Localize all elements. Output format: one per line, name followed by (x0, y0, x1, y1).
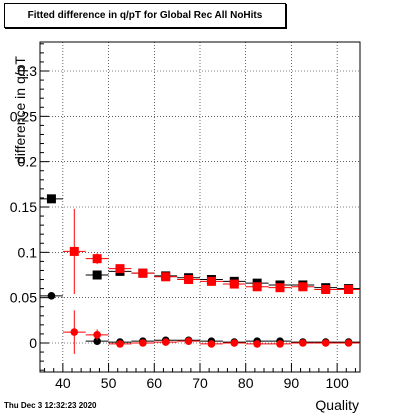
data-point-square (69, 246, 79, 256)
data-point-square (46, 194, 56, 204)
data-point-circle (93, 331, 101, 339)
data-point-square (344, 285, 354, 294)
data-point-circle (253, 340, 261, 348)
x-tick-label: 80 (238, 375, 254, 391)
data-point-square (321, 285, 331, 294)
x-axis-label: Quality (315, 397, 359, 413)
chart-title: Fitted difference in q/pT for Global Rec… (4, 3, 286, 28)
data-point-square (298, 282, 308, 292)
data-point-square (275, 283, 285, 293)
y-tick-label: 0.25 (10, 108, 37, 124)
data-point-square (252, 282, 262, 292)
data-point-square (138, 268, 148, 278)
x-tick-label: 70 (192, 375, 208, 391)
y-tick-label: 0.2 (18, 154, 38, 170)
y-tick-label: 0 (29, 335, 37, 351)
data-point-circle (207, 340, 216, 348)
x-tick-label: 90 (284, 375, 300, 391)
datestamp: Thu Dec 3 12:32:23 2020 (4, 401, 97, 410)
y-tick-label: 0.3 (18, 63, 38, 79)
data-point-square (184, 275, 194, 285)
data-point-circle (276, 340, 284, 348)
y-tick-label: 0.05 (10, 290, 37, 306)
data-point-circle (161, 338, 170, 346)
y-axis-label: difference in q/pT (12, 56, 28, 164)
data-point-square (92, 254, 102, 264)
data-point-circle (344, 339, 353, 347)
data-point-square (115, 264, 125, 274)
data-point-circle (299, 339, 307, 347)
x-tick-label: 40 (55, 375, 71, 391)
data-point-square (206, 276, 216, 286)
data-point-circle (139, 339, 147, 347)
y-tick-label: 0.15 (10, 199, 37, 215)
y-tick-label: 0.1 (18, 244, 38, 260)
data-point-circle (230, 339, 239, 347)
data-point-square (92, 270, 102, 280)
data-point-circle (70, 328, 79, 336)
data-point-circle (93, 337, 101, 345)
x-tick-label: 50 (101, 375, 117, 391)
x-tick-label: 60 (146, 375, 162, 391)
data-point-circle (116, 340, 124, 348)
data-point-circle (321, 339, 330, 347)
x-tick-label: 100 (325, 375, 349, 391)
data-point-square (229, 279, 239, 289)
data-point-square (161, 272, 171, 282)
data-point-circle (47, 292, 56, 300)
data-point-circle (184, 337, 193, 345)
